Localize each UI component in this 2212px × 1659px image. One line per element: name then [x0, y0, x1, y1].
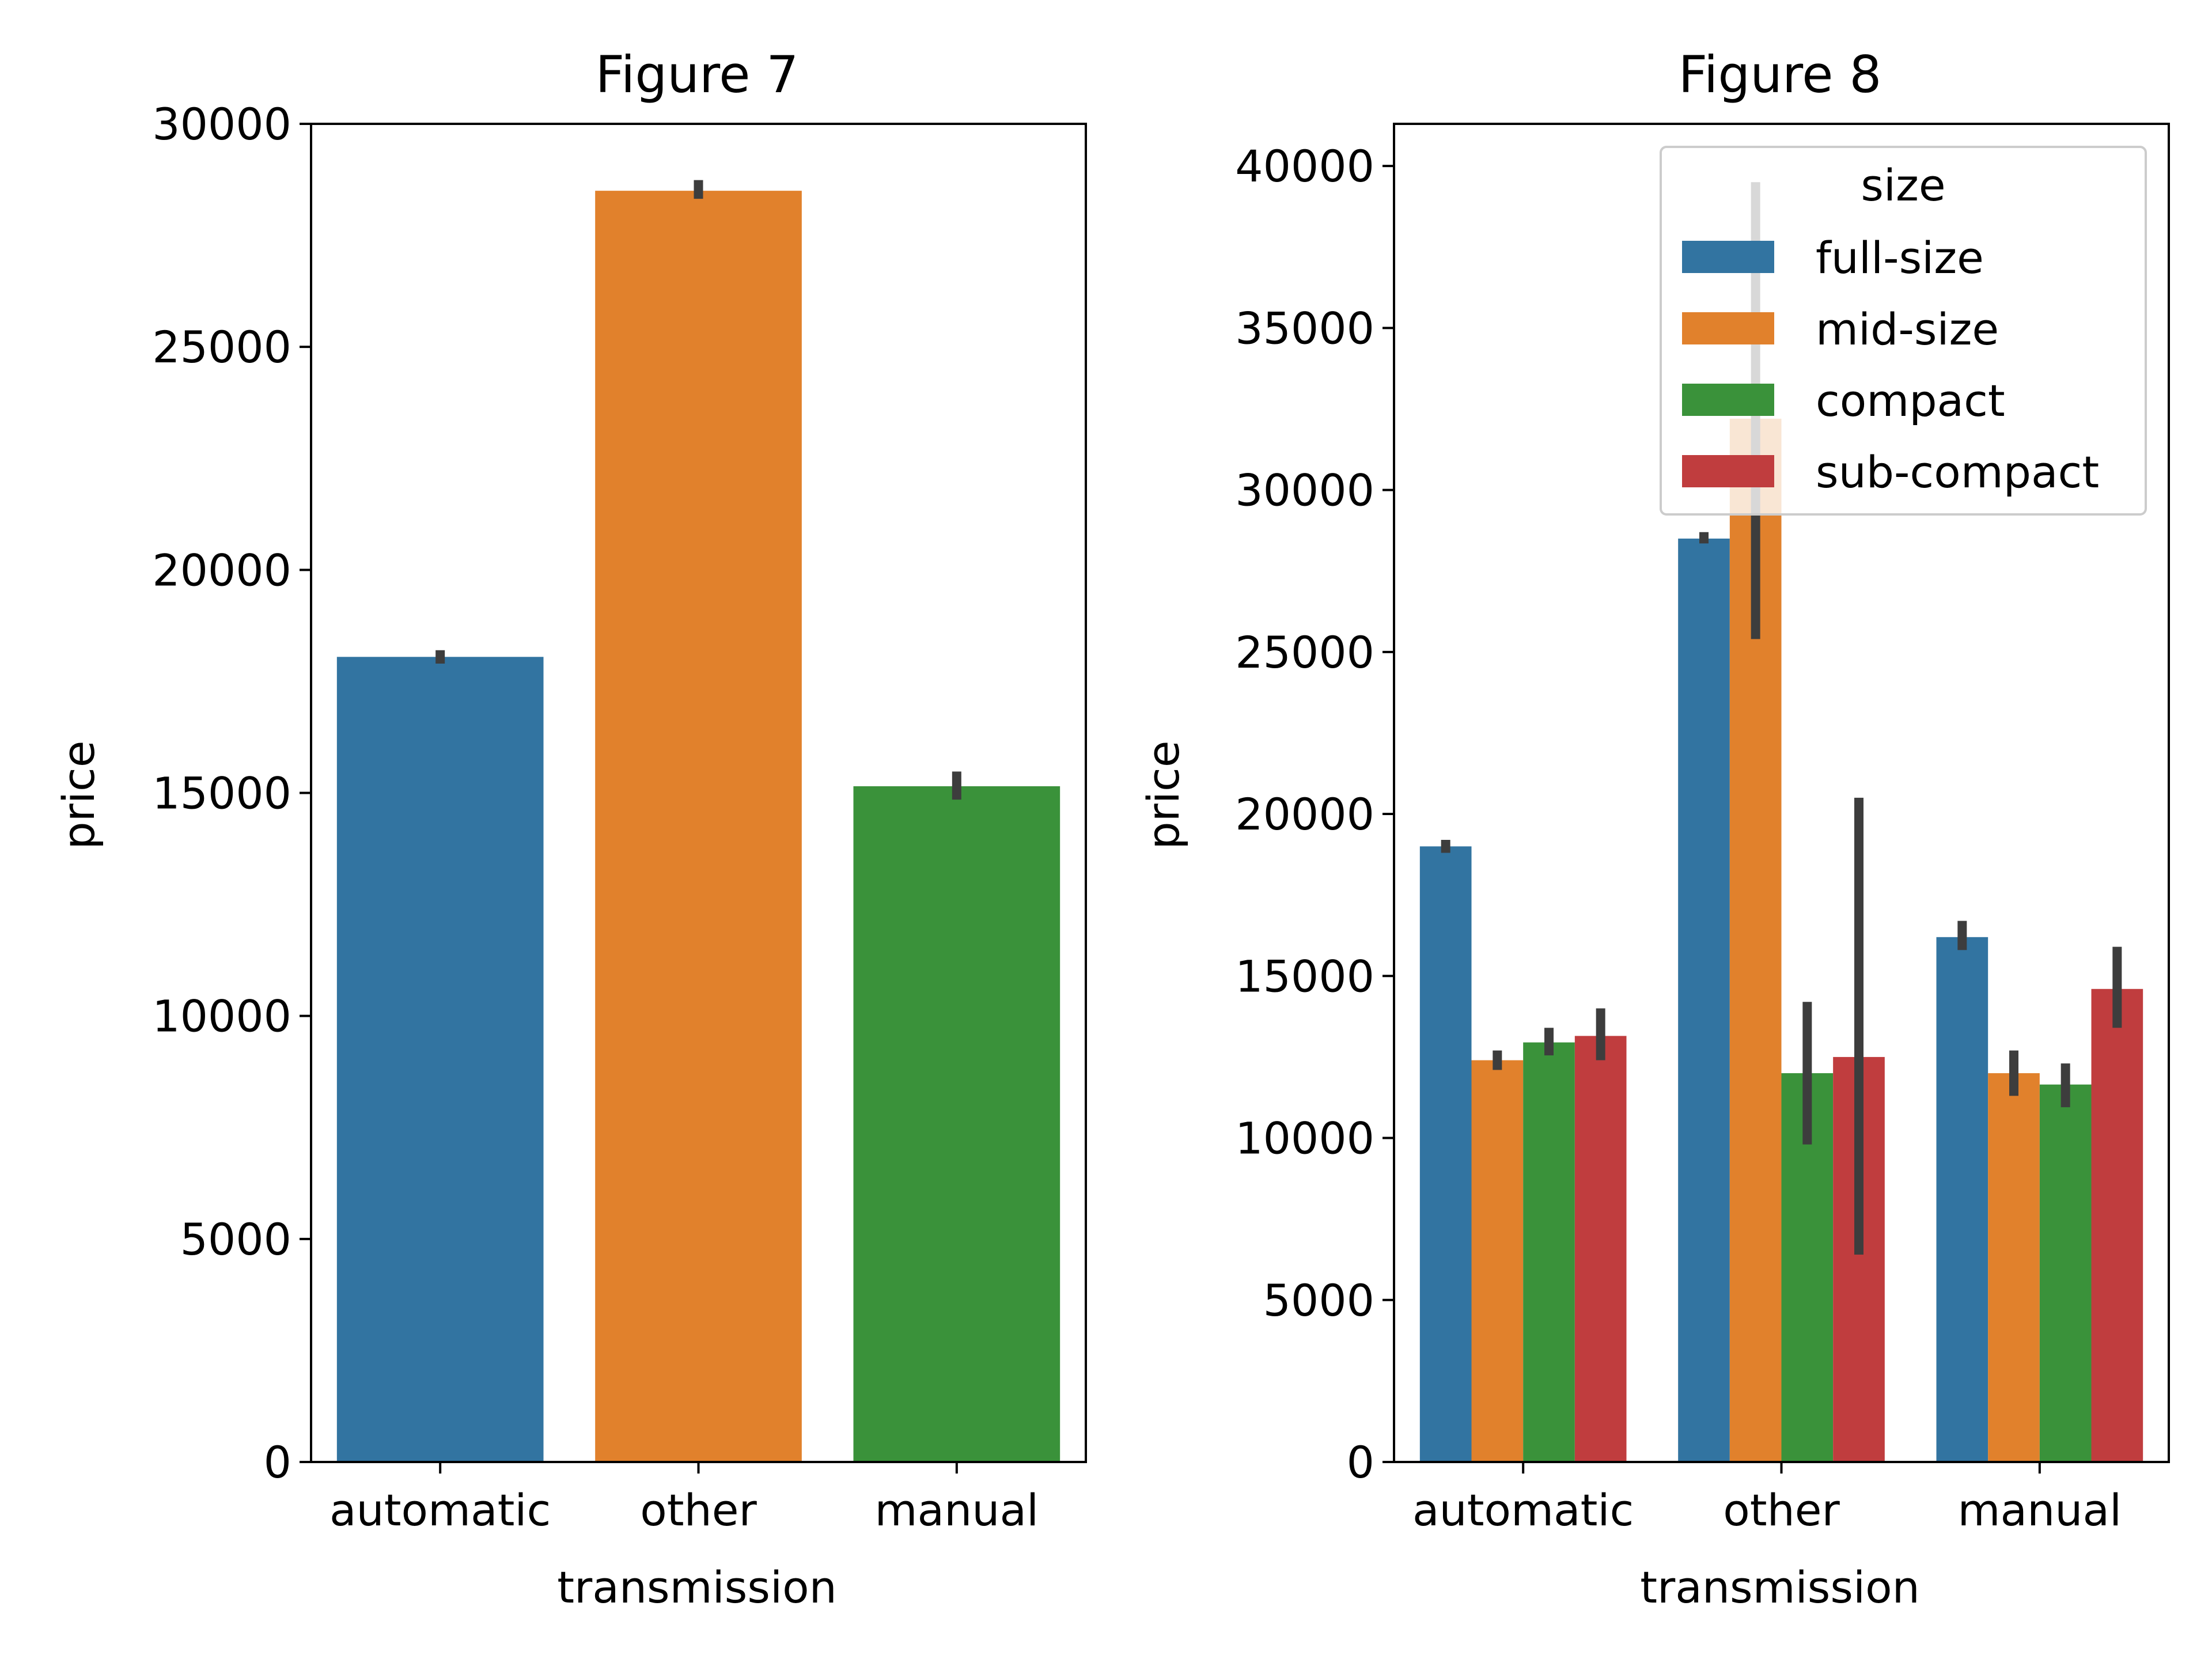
legend-label: sub-compact [1816, 446, 2099, 498]
bar-compact-manual [2039, 1084, 2092, 1462]
chart-figure-8: Figure 8 0 5000 10000 15000 20000 25000 30000 3… [1138, 45, 2170, 1613]
x-tick-label: automatic [329, 1484, 551, 1536]
bar-sub-compact-manual [2091, 988, 2143, 1462]
y-tick-label: 40000 [1235, 141, 1374, 192]
bar-group [1419, 418, 2143, 1463]
legend-swatch [1682, 384, 1774, 416]
legend-items: full-size mid-size compact sub-compact [1682, 232, 2099, 498]
bar-compact-automatic [1523, 1042, 1575, 1462]
plot-frame [1393, 123, 2170, 1463]
y-tick-label: 5000 [180, 1214, 291, 1265]
bar-full-size-automatic [1419, 846, 1472, 1462]
x-axis-ticks: automatic other manual [329, 1462, 1039, 1536]
x-tick-label: other [640, 1484, 757, 1536]
bar-full-size-other [1678, 538, 1730, 1463]
y-axis-label: price [1138, 740, 1189, 849]
legend-swatch [1682, 241, 1774, 273]
y-tick-label: 5000 [1263, 1275, 1374, 1326]
bar-automatic [336, 657, 544, 1462]
y-tick-label: 15000 [1235, 950, 1374, 1002]
legend-title: size [1861, 160, 1945, 211]
legend-label: compact [1816, 375, 2005, 426]
y-tick-label: 10000 [1235, 1113, 1374, 1164]
y-tick-label: 35000 [1235, 302, 1374, 354]
y-tick-label: 25000 [1235, 627, 1374, 678]
bar-manual [853, 786, 1060, 1462]
chart-title: Figure 8 [1679, 45, 1882, 104]
y-tick-label: 30000 [152, 99, 291, 150]
x-tick-label: manual [1958, 1484, 2122, 1536]
bar-sub-compact-automatic [1574, 1036, 1627, 1462]
y-tick-label: 20000 [1235, 789, 1374, 840]
y-tick-label: 10000 [152, 991, 291, 1042]
plot-frame [310, 123, 1087, 1463]
chart-figure-7: Figure 7 050001000015000200002500030000 … [53, 45, 1087, 1613]
y-axis-label: price [53, 740, 104, 849]
x-axis-label: transmission [1640, 1562, 1920, 1613]
x-axis-label: transmission [557, 1562, 837, 1613]
legend-label: mid-size [1816, 304, 1999, 355]
x-axis-ticks: automatic other manual [1412, 1462, 2122, 1536]
bar-mid-size-manual [1988, 1073, 2040, 1462]
x-tick-label: automatic [1412, 1484, 1634, 1536]
x-tick-label: other [1723, 1484, 1840, 1536]
legend-label: full-size [1816, 232, 1984, 283]
y-tick-label: 15000 [152, 768, 291, 819]
legend-swatch [1682, 312, 1774, 344]
legend-swatch [1682, 455, 1774, 487]
chart-title: Figure 7 [596, 45, 799, 104]
y-tick-label: 30000 [1235, 465, 1374, 516]
bar-mid-size-automatic [1471, 1060, 1524, 1462]
error-bar-group [435, 180, 961, 800]
bar-group [336, 191, 1060, 1463]
bar-other [595, 191, 802, 1463]
y-axis-ticks: 0 5000 10000 15000 20000 25000 30000 35000 40000 [1235, 141, 1394, 1488]
legend-box [1660, 146, 2147, 516]
y-tick-label: 25000 [152, 321, 291, 373]
y-tick-label: 0 [1347, 1437, 1374, 1488]
y-tick-label: 20000 [152, 544, 291, 596]
bar-full-size-manual [1936, 937, 1988, 1462]
legend: size full-size mid-size compact sub-compact [1660, 146, 2147, 516]
y-tick-label: 0 [264, 1437, 291, 1488]
x-tick-label: manual [875, 1484, 1039, 1536]
y-axis-ticks: 0 5000 10000 15000 20000 25000 30000 [152, 99, 311, 1488]
